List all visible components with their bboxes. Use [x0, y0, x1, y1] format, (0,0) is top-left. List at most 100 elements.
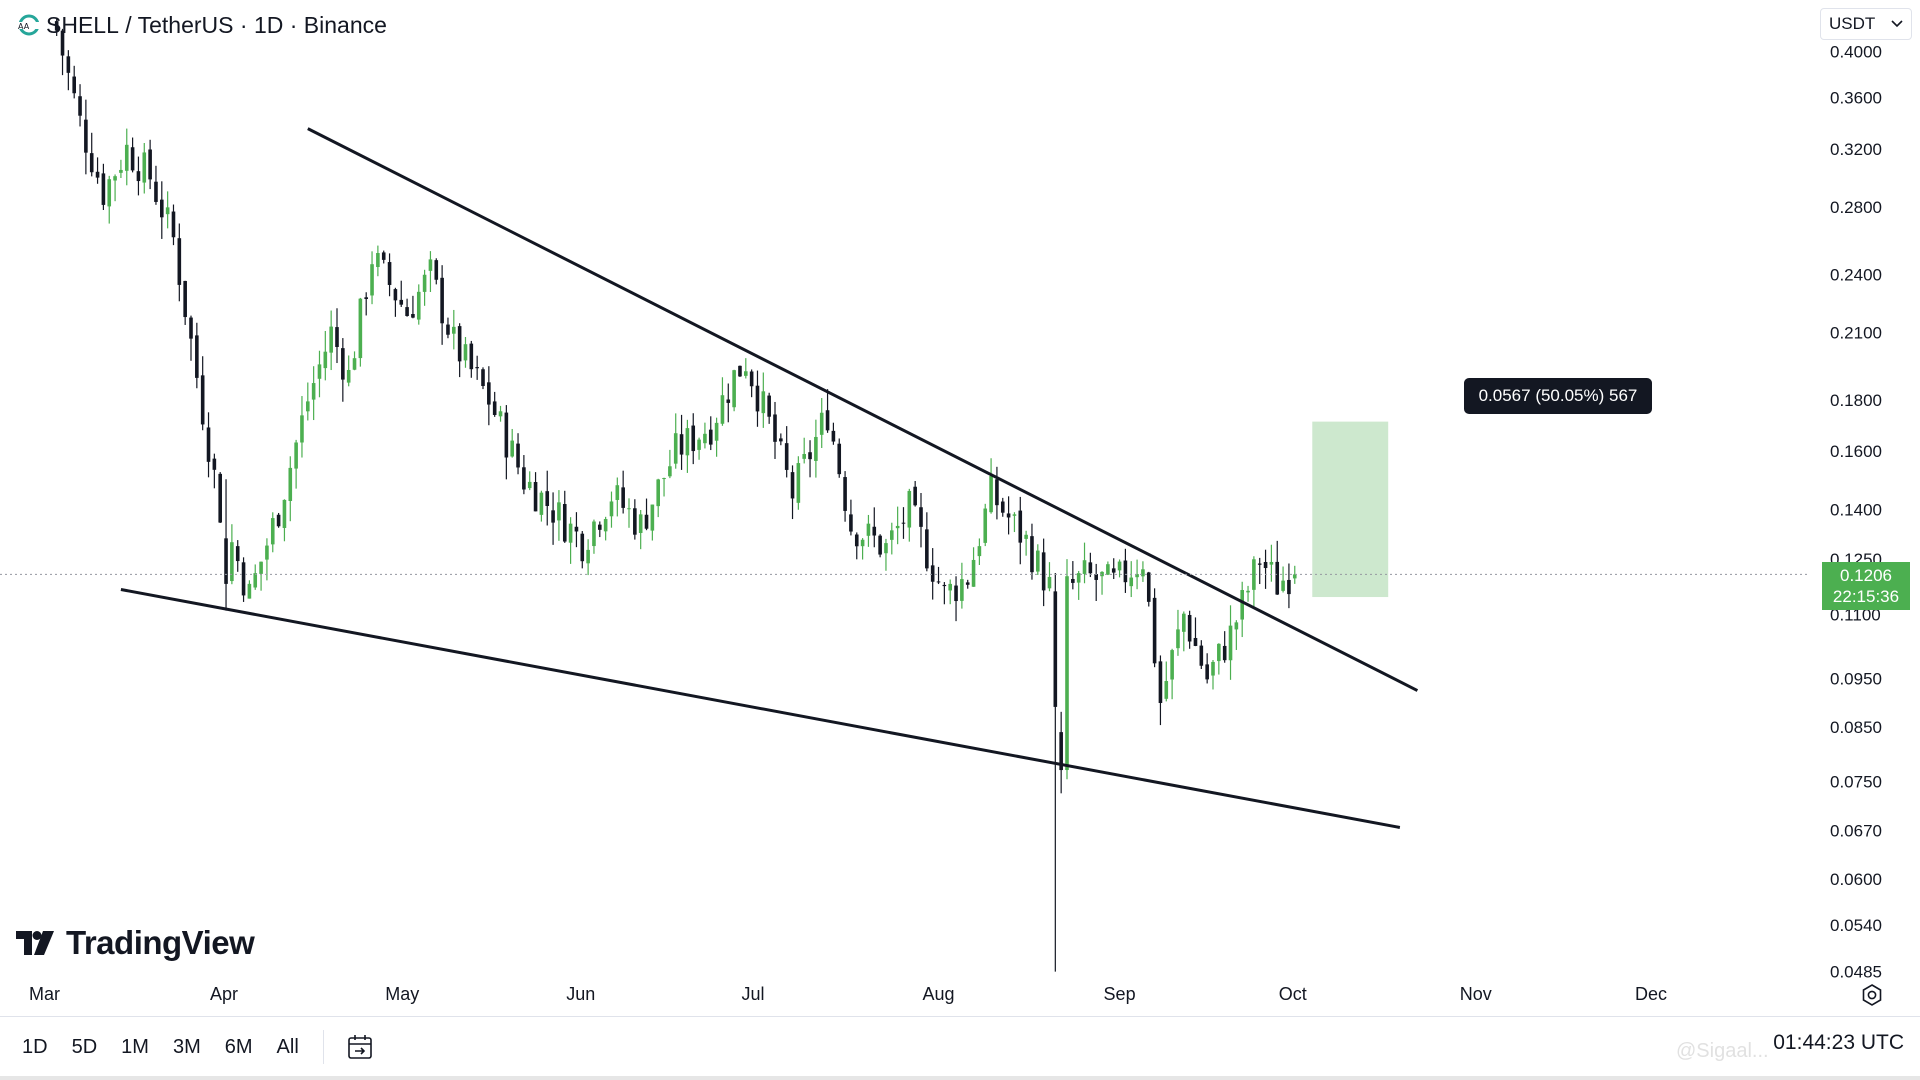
candle-body [627, 508, 631, 510]
target-box[interactable] [1312, 421, 1389, 598]
candle-body [773, 414, 777, 442]
settings-gear-icon[interactable] [1860, 983, 1884, 1007]
goto-date-button[interactable] [344, 1031, 376, 1063]
candle [1199, 640, 1204, 669]
x-tick-label: Jun [566, 984, 595, 1004]
candle [1170, 648, 1174, 700]
candle-body [1257, 563, 1262, 565]
candle [784, 426, 789, 478]
candle-body [738, 365, 742, 377]
candle-body [136, 171, 141, 182]
candle-body [416, 291, 421, 320]
candle-body [568, 523, 573, 543]
candle [498, 405, 503, 422]
candle [919, 493, 923, 548]
candle-body [644, 514, 649, 529]
candle [1006, 496, 1011, 535]
candle-body [1269, 561, 1274, 565]
x-tick-label: May [385, 984, 419, 1004]
candle-body [510, 440, 514, 457]
candle [200, 356, 205, 431]
range-1m-button[interactable]: 1M [121, 1035, 149, 1058]
range-1d-button[interactable]: 1D [22, 1035, 48, 1058]
candle [819, 398, 824, 448]
last-price: 0.1206 [1840, 566, 1892, 585]
y-tick-label: 0.0850 [1830, 718, 1882, 737]
candle-body [516, 443, 520, 468]
time-axis[interactable]: Mar Apr May Jun Jul Aug Sep Oct Nov Dec [29, 984, 1667, 1004]
symbol-header[interactable]: AA SHELL / TetherUS · 1D · Binance [14, 10, 387, 40]
candle-body [843, 477, 847, 511]
y-tick-label: 0.1100 [1830, 606, 1881, 625]
candle-body [1164, 681, 1169, 699]
candle [142, 142, 147, 194]
candle-series [54, 18, 1297, 972]
range-all-button[interactable]: All [276, 1035, 299, 1058]
candle-body [212, 458, 217, 470]
range-5d-button[interactable]: 5D [71, 1035, 98, 1058]
candle [925, 512, 929, 572]
candle [878, 534, 882, 558]
candle [510, 428, 514, 458]
y-tick-label: 0.2800 [1830, 198, 1882, 217]
candle-body [1088, 562, 1093, 574]
candle [1135, 559, 1139, 590]
candle-body [784, 443, 789, 470]
y-tick-label: 0.0750 [1830, 773, 1882, 792]
candle-body [890, 530, 894, 540]
candle [1152, 588, 1157, 668]
candle [732, 369, 736, 412]
candle-body [1006, 513, 1011, 518]
candle-body [405, 307, 409, 316]
candle-body [1036, 550, 1040, 572]
utc-clock[interactable]: 01:44:23 UTC [1773, 1031, 1904, 1054]
candle-body [574, 526, 579, 532]
tradingview-logo[interactable]: TradingView [16, 924, 255, 962]
candle [615, 477, 620, 517]
toolbar-divider [322, 1030, 324, 1064]
candle-body [235, 546, 240, 562]
candle-body [603, 519, 608, 532]
x-tick-label: Mar [29, 984, 60, 1004]
range-3m-button[interactable]: 3M [172, 1035, 201, 1058]
candle [416, 284, 421, 325]
candle-body [1287, 579, 1291, 595]
candle-body [965, 582, 970, 585]
x-tick-label: Sep [1104, 984, 1136, 1004]
candle [504, 405, 509, 480]
candle [434, 258, 439, 285]
candle-body [492, 401, 497, 415]
trendlines[interactable] [120, 127, 1419, 829]
y-tick-label: 0.3200 [1830, 140, 1882, 159]
candle [1240, 581, 1244, 638]
candle [989, 458, 993, 514]
candle-body [621, 487, 625, 508]
candle-body [1217, 643, 1221, 662]
candle [95, 157, 100, 184]
candle [1030, 523, 1034, 580]
candle [1129, 561, 1134, 598]
candle-body [189, 317, 193, 339]
currency-select[interactable]: USDT [1820, 8, 1912, 40]
candle-body [907, 490, 912, 528]
range-6m-button[interactable]: 6M [224, 1035, 253, 1058]
candle-body [481, 369, 485, 387]
y-tick-label: 0.1800 [1830, 391, 1882, 410]
watermark: @Sigaal... [1676, 1040, 1769, 1062]
candle [609, 491, 614, 528]
candle-body [615, 485, 620, 500]
candle-body [1059, 732, 1063, 771]
price-axis[interactable]: 0.4000 0.3600 0.3200 0.2800 0.2400 0.2100 0.18… [1830, 43, 1882, 982]
symbol-name[interactable]: SHELL [46, 11, 119, 38]
candle-body [358, 298, 363, 359]
y-tick-label: 0.2400 [1830, 265, 1882, 284]
candle [726, 383, 731, 423]
candle-body [434, 260, 439, 280]
candle-body [463, 344, 468, 361]
candle [1275, 540, 1280, 595]
candle [522, 455, 526, 495]
candle-body [562, 504, 567, 542]
candle [393, 287, 398, 317]
candle [621, 470, 625, 514]
